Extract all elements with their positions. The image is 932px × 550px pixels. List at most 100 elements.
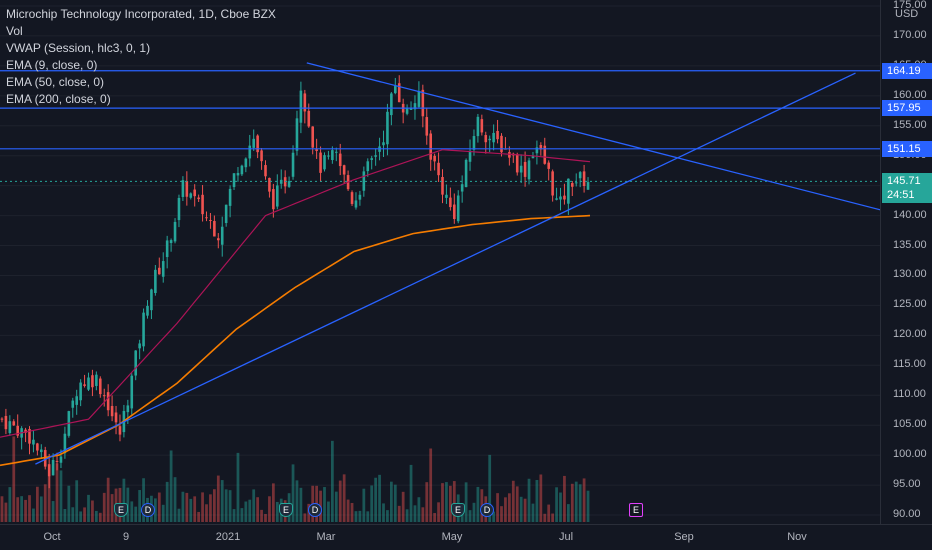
candle-body bbox=[315, 149, 318, 151]
volume-bar bbox=[291, 464, 295, 522]
candle-body bbox=[24, 429, 27, 433]
candle-body bbox=[213, 221, 216, 237]
dividend-marker[interactable]: D bbox=[308, 503, 322, 517]
legend-ema200[interactable]: EMA (200, close, 0) bbox=[6, 92, 111, 106]
legend-vol[interactable]: Vol bbox=[6, 24, 23, 38]
candle-body bbox=[476, 116, 480, 137]
candle-body bbox=[358, 194, 362, 200]
candle-body bbox=[220, 226, 224, 245]
dividend-marker[interactable]: D bbox=[141, 503, 155, 517]
volume-bar bbox=[110, 494, 114, 522]
legend-ema50[interactable]: EMA (50, close, 0) bbox=[6, 75, 105, 89]
volume-bar bbox=[433, 513, 437, 522]
candle-body bbox=[224, 204, 228, 223]
volume-bar bbox=[539, 474, 543, 522]
volume-bar bbox=[519, 496, 523, 522]
volume-bar bbox=[559, 492, 562, 522]
candle-body bbox=[228, 188, 232, 206]
earnings-marker[interactable]: E bbox=[279, 503, 293, 517]
candle-body bbox=[539, 145, 543, 150]
candle-body bbox=[370, 158, 373, 160]
volume-bar bbox=[468, 510, 472, 522]
volume-bar bbox=[543, 513, 547, 522]
candle-body bbox=[535, 147, 539, 154]
earnings-marker[interactable]: E bbox=[451, 503, 465, 517]
candle-body bbox=[71, 400, 75, 408]
candle-body bbox=[480, 119, 484, 133]
legend-vwap[interactable]: VWAP (Session, hlc3, 0, 1) bbox=[6, 41, 151, 55]
volume-bar bbox=[8, 487, 12, 522]
candle-body bbox=[169, 240, 173, 244]
volume-bar bbox=[582, 478, 586, 522]
volume-bar bbox=[55, 463, 59, 522]
candle-body bbox=[130, 375, 134, 409]
volume-bar bbox=[32, 508, 35, 522]
volume-bar bbox=[106, 477, 110, 522]
price-tick-label: 140.00 bbox=[893, 208, 927, 221]
ema50-line bbox=[0, 149, 591, 438]
candle-body bbox=[484, 135, 488, 143]
dividend-marker[interactable]: D bbox=[480, 503, 494, 517]
volume-bar bbox=[366, 511, 370, 522]
volume-bar bbox=[386, 510, 389, 522]
volume-bar bbox=[240, 508, 244, 522]
volume-bar bbox=[409, 464, 413, 522]
volume-bar bbox=[401, 491, 405, 522]
candle-body bbox=[217, 238, 220, 241]
volume-bar bbox=[252, 489, 256, 522]
earnings-marker[interactable]: E bbox=[114, 503, 128, 517]
trendline-lower-ascending bbox=[35, 72, 856, 465]
volume-bar bbox=[578, 484, 582, 522]
candle-body bbox=[295, 118, 299, 151]
candle-body bbox=[488, 138, 491, 141]
price-chart[interactable] bbox=[0, 0, 880, 524]
volume-bar bbox=[173, 477, 177, 522]
candle-body bbox=[453, 204, 456, 219]
candle-body bbox=[276, 185, 279, 207]
volume-bar bbox=[91, 500, 94, 522]
candle-body bbox=[173, 221, 177, 242]
candle-body bbox=[413, 103, 417, 110]
volume-bar bbox=[153, 498, 157, 522]
volume-bar bbox=[12, 436, 16, 522]
candle-body bbox=[394, 86, 397, 94]
volume-bar bbox=[492, 511, 496, 522]
volume-bar bbox=[67, 485, 71, 522]
candle-body bbox=[456, 195, 460, 222]
volume-bar bbox=[405, 509, 409, 522]
volume-bar bbox=[535, 479, 539, 522]
candle-body bbox=[323, 155, 326, 170]
volume-bar bbox=[511, 480, 515, 522]
candle-body bbox=[445, 194, 448, 198]
candle-body bbox=[142, 312, 145, 347]
candle-body bbox=[547, 162, 550, 169]
volume-bar bbox=[35, 486, 39, 522]
chart-area[interactable]: Microchip Technology Incorporated, 1D, C… bbox=[0, 0, 880, 524]
volume-bar bbox=[122, 478, 126, 522]
price-scale[interactable]: USD 175.00170.00165.00160.00155.00150.00… bbox=[880, 0, 932, 524]
volume-bar bbox=[248, 499, 252, 522]
candle-body bbox=[32, 439, 35, 445]
price-tick-label: 90.00 bbox=[893, 508, 921, 521]
volume-bar bbox=[547, 504, 551, 522]
candle-body bbox=[177, 197, 181, 221]
currency-label: USD bbox=[895, 8, 919, 20]
legend-ema9[interactable]: EMA (9, close, 0) bbox=[6, 58, 98, 72]
price-tick-label: 100.00 bbox=[893, 448, 927, 461]
candle-body bbox=[36, 443, 39, 451]
volume-bar bbox=[83, 507, 86, 522]
level-price-tag: 151.15 bbox=[882, 140, 932, 157]
time-tick-label: Oct bbox=[43, 531, 61, 543]
time-tick-label: May bbox=[441, 531, 463, 543]
volume-bar bbox=[448, 485, 452, 522]
volume-bar bbox=[220, 480, 224, 522]
upcoming-earnings-marker[interactable]: E bbox=[629, 503, 643, 517]
volume-bar bbox=[232, 509, 236, 522]
volume-bar bbox=[500, 506, 503, 522]
symbol-title[interactable]: Microchip Technology Incorporated, 1D, C… bbox=[6, 7, 276, 21]
time-axis[interactable]: Oct 9 2021 Mar May Jul Sep Nov bbox=[0, 524, 932, 550]
time-tick-label: 9 bbox=[122, 531, 130, 543]
volume-bar bbox=[460, 512, 464, 522]
volume-bar bbox=[354, 511, 358, 522]
volume-bar bbox=[236, 452, 240, 522]
